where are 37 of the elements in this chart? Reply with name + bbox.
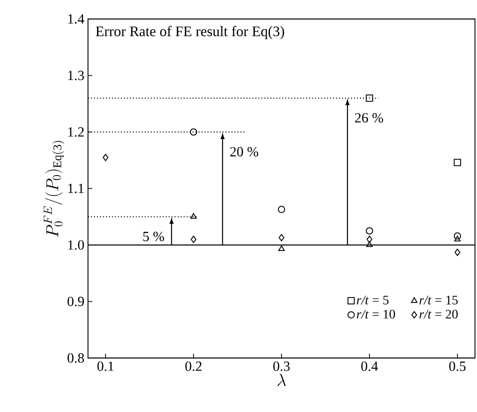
- point: [454, 248, 460, 256]
- point: [102, 154, 108, 162]
- point: [366, 227, 374, 235]
- y-tick-label: 0.8: [68, 353, 84, 363]
- y-tick-label: 1.3: [68, 70, 84, 80]
- point: [366, 236, 372, 243]
- y-tick-label: 1.2: [68, 127, 84, 137]
- annotation: 20 %: [230, 147, 258, 157]
- legend-label: r/t = 5: [356, 296, 389, 304]
- y-axis-title: $P_0^{FE}/(P_0)_{\mathrm{Eq(3)}}$: [44, 141, 64, 237]
- annotation: 5 %: [143, 232, 164, 242]
- x-tick-label: 0.4: [361, 362, 378, 371]
- y-tick-label: 1.0: [68, 240, 84, 250]
- point: [190, 213, 197, 219]
- y-tick-label: 1.1: [68, 184, 84, 194]
- x-axis-title: $\lambda$: [277, 374, 286, 386]
- x-tick-label: 0.2: [185, 362, 202, 371]
- y-tick-label: 0.9: [68, 296, 84, 306]
- annotation: 26 %: [355, 113, 384, 123]
- legend-label: r/t = 10: [356, 310, 396, 319]
- point: [278, 234, 284, 242]
- x-tick-label: 0.1: [97, 362, 114, 371]
- point: [190, 236, 196, 243]
- point: [190, 128, 198, 136]
- legend-label: r/t = 15: [420, 296, 458, 304]
- point: [366, 94, 374, 102]
- x-tick-label: 0.5: [449, 362, 466, 371]
- point: [278, 206, 286, 214]
- y-tick-label: 1.4: [68, 14, 84, 24]
- point: [454, 232, 462, 240]
- chart-title: Error Rate of FE result for Eq(3): [96, 26, 284, 40]
- point: [278, 245, 285, 251]
- point: [454, 158, 462, 166]
- legend-label: r/t = 20: [420, 310, 458, 319]
- x-tick-label: 0.3: [273, 362, 290, 371]
- point: [366, 241, 373, 248]
- point: [454, 236, 461, 242]
